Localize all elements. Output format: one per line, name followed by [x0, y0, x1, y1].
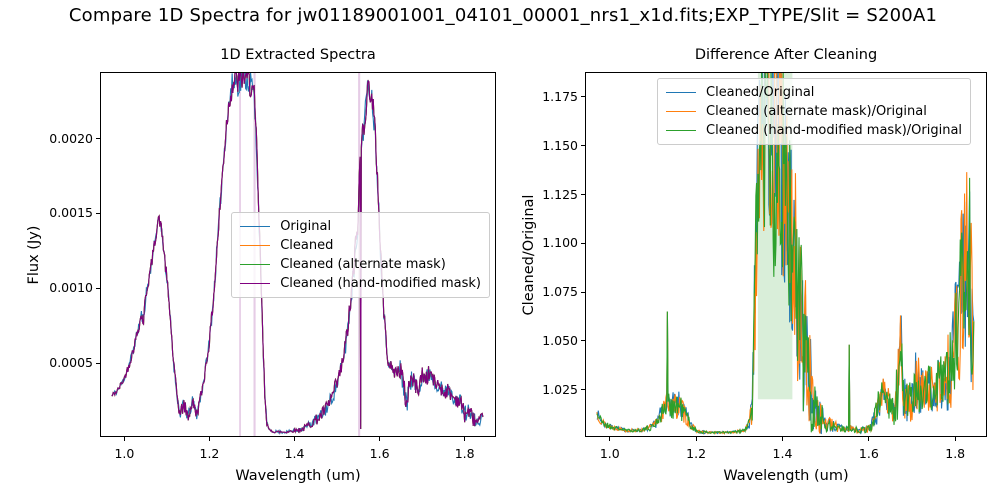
y-tick-mark — [581, 145, 585, 147]
series-line-original — [111, 73, 484, 436]
legend-item: Cleaned (alternate mask) — [240, 255, 481, 274]
y-tick-mark — [581, 194, 585, 196]
axes-difference-after-cleaning: Difference After Cleaning Wavelength (um… — [521, 47, 987, 484]
y-tick-label: 1.100 — [542, 235, 578, 251]
x-tick-mark — [695, 437, 697, 441]
y-tick-mark — [581, 389, 585, 391]
legend-item: Cleaned (hand-modified mask)/Original — [666, 121, 962, 140]
legend-item: Cleaned — [240, 236, 481, 255]
y-tick-mark — [96, 138, 100, 140]
y-tick-label: 0.0005 — [49, 355, 93, 371]
x-tick-mark — [868, 437, 870, 441]
series-line-cleaned-hand-modified-mask-original — [596, 73, 975, 435]
legend-label: Cleaned (hand-modified mask)/Original — [706, 123, 963, 138]
y-tick-label: 1.125 — [542, 186, 578, 202]
y-tick-mark — [96, 212, 100, 214]
x-tick-mark — [208, 437, 210, 441]
y-tick-mark — [581, 340, 585, 342]
y-tick-label: 1.175 — [542, 88, 578, 104]
spectra-x-axis-label: Wavelength (um) — [235, 468, 361, 484]
legend-label: Cleaned (hand-modified mask) — [280, 276, 481, 291]
axes-extracted-spectra: 1D Extracted Spectra Wavelength (um) Flu… — [26, 47, 496, 484]
x-tick-mark — [294, 437, 296, 441]
x-tick-label: 1.4 — [772, 446, 793, 461]
legend-label: Cleaned (alternate mask) — [280, 257, 446, 272]
legend-item: Original — [240, 217, 481, 236]
y-tick-label: 1.025 — [542, 381, 578, 397]
x-tick-label: 1.0 — [114, 446, 135, 461]
legend-line-sample — [666, 111, 696, 112]
x-tick-mark — [123, 437, 125, 441]
x-tick-mark — [954, 437, 956, 441]
x-tick-label: 1.8 — [945, 446, 966, 461]
x-tick-mark — [781, 437, 783, 441]
legend-label: Cleaned — [280, 238, 334, 253]
x-tick-mark — [609, 437, 611, 441]
x-tick-label: 1.6 — [858, 446, 879, 461]
legend-line-sample — [240, 245, 271, 246]
y-tick-label: 1.075 — [542, 284, 578, 300]
x-tick-label: 1.2 — [686, 446, 707, 461]
x-tick-label: 1.4 — [284, 446, 305, 461]
legend-line-sample — [666, 130, 696, 131]
legend-label: Cleaned (alternate mask)/Original — [706, 104, 927, 119]
y-tick-mark — [96, 362, 100, 364]
legend-label: Cleaned/Original — [706, 85, 815, 100]
y-tick-mark — [96, 287, 100, 289]
x-tick-label: 1.0 — [599, 446, 620, 461]
y-tick-mark — [581, 242, 585, 244]
y-tick-label: 1.150 — [542, 137, 578, 153]
ratio-legend: Cleaned/Original Cleaned (alternate mask)… — [657, 78, 972, 145]
legend-line-sample — [666, 92, 696, 93]
spectra-legend: Original Cleaned Cleaned (alternate mask) C… — [231, 212, 490, 298]
y-tick-label: 1.050 — [542, 332, 578, 348]
y-tick-mark — [581, 96, 585, 98]
legend-item: Cleaned/Original — [666, 83, 962, 102]
ratio-x-axis-label: Wavelength (um) — [723, 468, 849, 484]
y-tick-label: 0.0015 — [49, 205, 93, 221]
legend-item: Cleaned (alternate mask)/Original — [666, 102, 962, 121]
y-tick-label: 0.0020 — [49, 130, 93, 146]
legend-line-sample — [240, 226, 271, 227]
series-line-cleaned-hand-modified-mask- — [111, 73, 484, 435]
spectra-plot-title: 1D Extracted Spectra — [220, 47, 376, 63]
legend-line-sample — [240, 264, 271, 265]
x-tick-label: 1.8 — [454, 446, 475, 461]
x-tick-mark — [379, 437, 381, 441]
x-tick-label: 1.2 — [199, 446, 220, 461]
y-tick-mark — [581, 291, 585, 293]
spectra-y-axis-label: Flux (Jy) — [26, 225, 42, 284]
legend-line-sample — [240, 283, 271, 284]
ratio-plot-title: Difference After Cleaning — [694, 47, 878, 63]
x-tick-label: 1.6 — [369, 446, 390, 461]
x-tick-mark — [464, 437, 466, 441]
legend-label: Original — [280, 219, 332, 234]
figure-title: Compare 1D Spectra for jw01189001001_041… — [68, 5, 938, 26]
y-tick-label: 0.0010 — [49, 280, 93, 296]
legend-item: Cleaned (hand-modified mask) — [240, 274, 481, 293]
